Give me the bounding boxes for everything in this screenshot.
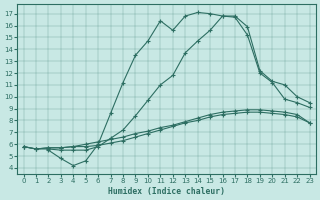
X-axis label: Humidex (Indice chaleur): Humidex (Indice chaleur) <box>108 187 225 196</box>
